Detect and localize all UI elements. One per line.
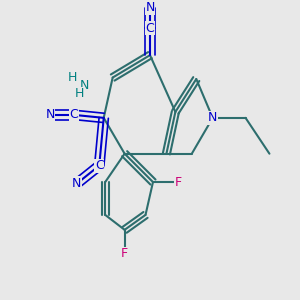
Text: N: N [72, 177, 82, 190]
Text: H: H [68, 71, 77, 84]
Text: C: C [70, 108, 78, 122]
Text: N: N [45, 108, 55, 122]
Text: C: C [95, 159, 103, 172]
Text: F: F [121, 247, 128, 260]
Text: F: F [175, 176, 182, 189]
Text: N: N [145, 2, 155, 14]
Text: N: N [80, 79, 89, 92]
Text: H: H [74, 88, 84, 100]
Text: N: N [208, 111, 218, 124]
Text: C: C [146, 22, 154, 35]
